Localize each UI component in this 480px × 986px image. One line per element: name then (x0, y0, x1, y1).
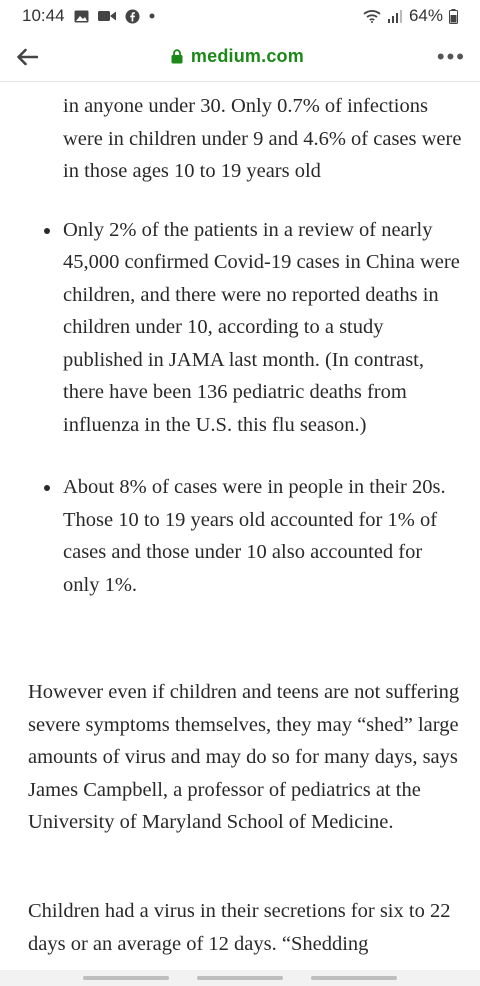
back-arrow-icon[interactable] (16, 48, 38, 66)
url-text: medium.com (190, 46, 304, 66)
video-call-icon (97, 10, 116, 22)
lock-icon (171, 49, 183, 64)
browser-toolbar: medium.com ••• (0, 32, 480, 82)
wifi-icon (363, 9, 381, 23)
article-body: in anyone under 30. Only 0.7% of infecti… (0, 82, 480, 970)
more-menu-icon[interactable]: ••• (436, 43, 466, 69)
list-item: Only 2% of the patients in a review of n… (0, 214, 480, 442)
battery-percent: 64% (408, 6, 443, 25)
bullet-text: in anyone under 30. Only 0.7% of infecti… (63, 95, 462, 182)
dot-icon (149, 13, 155, 19)
signal-icon (387, 9, 403, 23)
bullet-dot (44, 227, 50, 234)
gesture-pill-center[interactable] (197, 976, 283, 980)
url-bar[interactable]: medium.com (171, 46, 304, 67)
status-bar: 10:44 64% (0, 0, 480, 32)
status-left: 10:44 (22, 6, 155, 26)
gesture-pill-right[interactable] (311, 976, 397, 980)
bullet-dot (44, 485, 50, 491)
gallery-icon (74, 10, 89, 23)
list-item: in anyone under 30. Only 0.7% of infecti… (0, 90, 480, 188)
bullet-text: About 8% of cases were in people in thei… (63, 476, 446, 596)
bottom-gesture-bar (0, 970, 480, 986)
paragraph: However even if children and teens are n… (28, 681, 460, 833)
bullet-list: in anyone under 30. Only 0.7% of infecti… (0, 90, 480, 631)
paragraph: Children had a virus in their secretions… (28, 900, 451, 955)
gesture-pill-left[interactable] (83, 976, 169, 980)
bullet-text: Only 2% of the patients in a review of n… (63, 218, 460, 436)
facebook-icon (125, 9, 140, 24)
status-time: 10:44 (22, 6, 65, 25)
list-item: About 8% of cases were in people in thei… (0, 471, 480, 601)
battery-icon (449, 8, 458, 24)
status-right: 64% (363, 6, 458, 26)
